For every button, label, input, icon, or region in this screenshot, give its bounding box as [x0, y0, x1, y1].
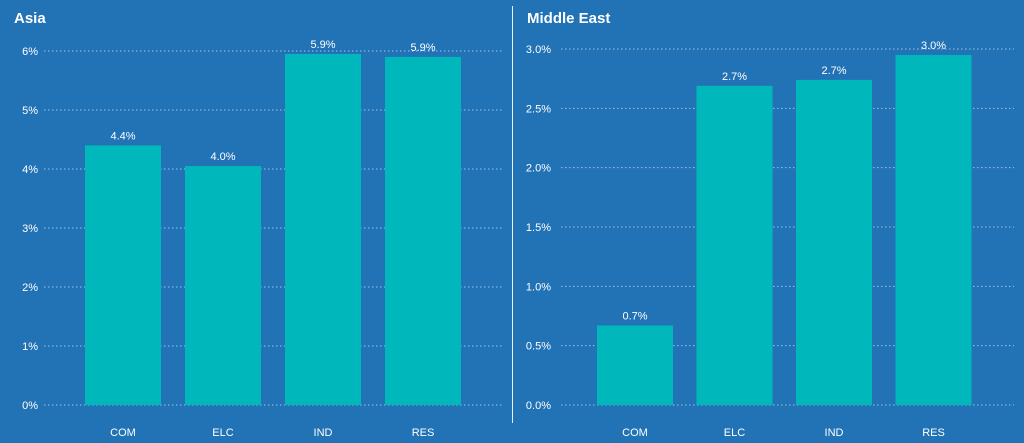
bar-elc: [696, 85, 773, 405]
chart-title: Asia: [14, 10, 46, 27]
y-tick-label: 2%: [22, 282, 38, 294]
y-tick-label: 1%: [22, 341, 38, 353]
y-tick-label: 3.0%: [526, 44, 551, 56]
bar-res: [385, 56, 461, 406]
bar-com: [85, 145, 161, 405]
bar-com: [597, 325, 673, 405]
x-tick-label: ELC: [724, 427, 745, 439]
y-tick-label: 0.5%: [526, 341, 551, 353]
data-label: 5.9%: [310, 39, 335, 51]
asia-chart-panel: Asia 0% 1% 2% 3% 4% 5% 6% 4.4% COM 4.0% ELC 5.9% IND…: [14, 10, 502, 439]
x-tick-label: IND: [825, 427, 844, 439]
data-label: 4.4%: [110, 130, 135, 142]
y-tick-label: 0.0%: [526, 400, 551, 412]
chart-title: Middle East: [527, 10, 611, 27]
x-tick-label: COM: [110, 427, 136, 439]
y-tick-label: 1.0%: [526, 281, 551, 293]
x-tick-label: ELC: [212, 427, 233, 439]
y-tick-label: 2.0%: [526, 163, 551, 175]
middle-east-chart-panel: Middle East 0.0% 0.5% 1.0% 1.5% 2.0% 2.5% 3.0%…: [513, 0, 1024, 443]
bar-ind: [796, 79, 872, 405]
data-label: 2.7%: [722, 71, 747, 83]
x-tick-label: RES: [412, 427, 435, 439]
x-tick-label: IND: [314, 427, 333, 439]
asia-bar-chart: 0% 1% 2% 3% 4% 5% 6% 4.4% COM 4.0% ELC 5.9% IND 5.9% R…: [22, 39, 502, 439]
data-label: 4.0%: [210, 151, 235, 163]
x-tick-label: COM: [622, 427, 648, 439]
bar-elc: [185, 166, 261, 405]
middle-east-bar-chart: 0.0% 0.5% 1.0% 1.5% 2.0% 2.5% 3.0% 0.7% COM 2.7% E…: [526, 40, 1014, 439]
bar-res: [895, 54, 972, 405]
y-tick-label: 6%: [22, 46, 38, 58]
y-tick-label: 5%: [22, 105, 38, 117]
y-tick-label: 0%: [22, 400, 38, 412]
bar-ind: [285, 53, 361, 405]
y-tick-label: 3%: [22, 223, 38, 235]
y-tick-label: 2.5%: [526, 103, 551, 115]
x-tick-label: RES: [922, 427, 945, 439]
y-tick-label: 4%: [22, 164, 38, 176]
panel-divider: [512, 6, 513, 423]
y-tick-label: 1.5%: [526, 222, 551, 234]
data-label: 0.7%: [622, 310, 647, 322]
data-label: 3.0%: [921, 40, 946, 52]
data-label: 5.9%: [410, 42, 435, 54]
data-label: 2.7%: [821, 65, 846, 77]
